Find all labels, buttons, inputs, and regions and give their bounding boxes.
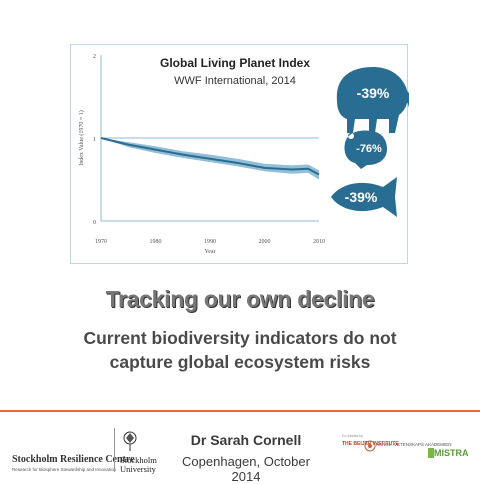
- chart-subtitle: WWF International, 2014: [174, 75, 296, 87]
- y-tick-label: 1: [93, 137, 96, 143]
- footer-separator: [114, 428, 115, 472]
- mistra-logo: MISTRA: [434, 448, 469, 458]
- y-tick-label: 2: [93, 54, 96, 60]
- chart-panel: 0 1 2 1970 1980 1990 2000 2010 Year Index Value (…: [70, 44, 409, 264]
- university-line2: University: [120, 464, 156, 474]
- frog-icon: [344, 130, 387, 169]
- x-tick-label: 2000: [259, 239, 271, 245]
- x-tick-label: 1980: [150, 239, 162, 245]
- slide-subtitle-line1: Current biodiversity indicators do not: [83, 328, 397, 348]
- university-name: Stockholm University: [120, 456, 157, 474]
- org-name: Stockholm Resilience Centre: [12, 454, 135, 465]
- x-axis-label: Year: [204, 249, 215, 255]
- decline-label: -76%: [356, 143, 382, 155]
- living-planet-chart: 0 1 2 1970 1980 1990 2000 2010 Year Index Value (…: [78, 54, 409, 255]
- slide-subtitle-line2: capture global ecosystem risks: [109, 352, 371, 372]
- x-tick-label: 2010: [313, 239, 325, 245]
- academy-seal-icon: [364, 440, 376, 452]
- university-crest-icon: [123, 431, 137, 451]
- elephant-icon: [336, 67, 409, 133]
- y-tick-label: 0: [93, 220, 96, 226]
- decline-label: -39%: [345, 189, 378, 205]
- x-tick-label: 1970: [95, 239, 107, 245]
- academy-logo: KUNGL. VETENSKAPS AKADEMIEN: [376, 442, 452, 447]
- partner-logos: Co-funded by THE BEIJER INSTITUTE KUNGL.…: [338, 432, 476, 476]
- chart-title: Global Living Planet Index: [160, 56, 310, 70]
- mistra-mark-icon: [428, 448, 434, 458]
- footer: Stockholm Resilience Centre Research for…: [0, 412, 480, 484]
- x-tick-label: 1990: [204, 239, 216, 245]
- y-axis-label: Index Value (1970 = 1): [78, 110, 85, 166]
- fish-icon: [331, 177, 397, 217]
- university-line1: Stockholm: [120, 455, 157, 465]
- index-line: [100, 137, 320, 176]
- org-tagline: Research for Biosphere Stewardship and I…: [12, 467, 117, 472]
- decline-label: -39%: [357, 85, 390, 101]
- beijer-logo: THE BEIJER INSTITUTE: [342, 441, 399, 447]
- partner-tag: Co-funded by: [342, 434, 364, 438]
- slide-headline: Tracking our own decline: [105, 286, 375, 312]
- author-name: Dr Sarah Cornell: [190, 432, 302, 448]
- footer-divider: [0, 410, 480, 412]
